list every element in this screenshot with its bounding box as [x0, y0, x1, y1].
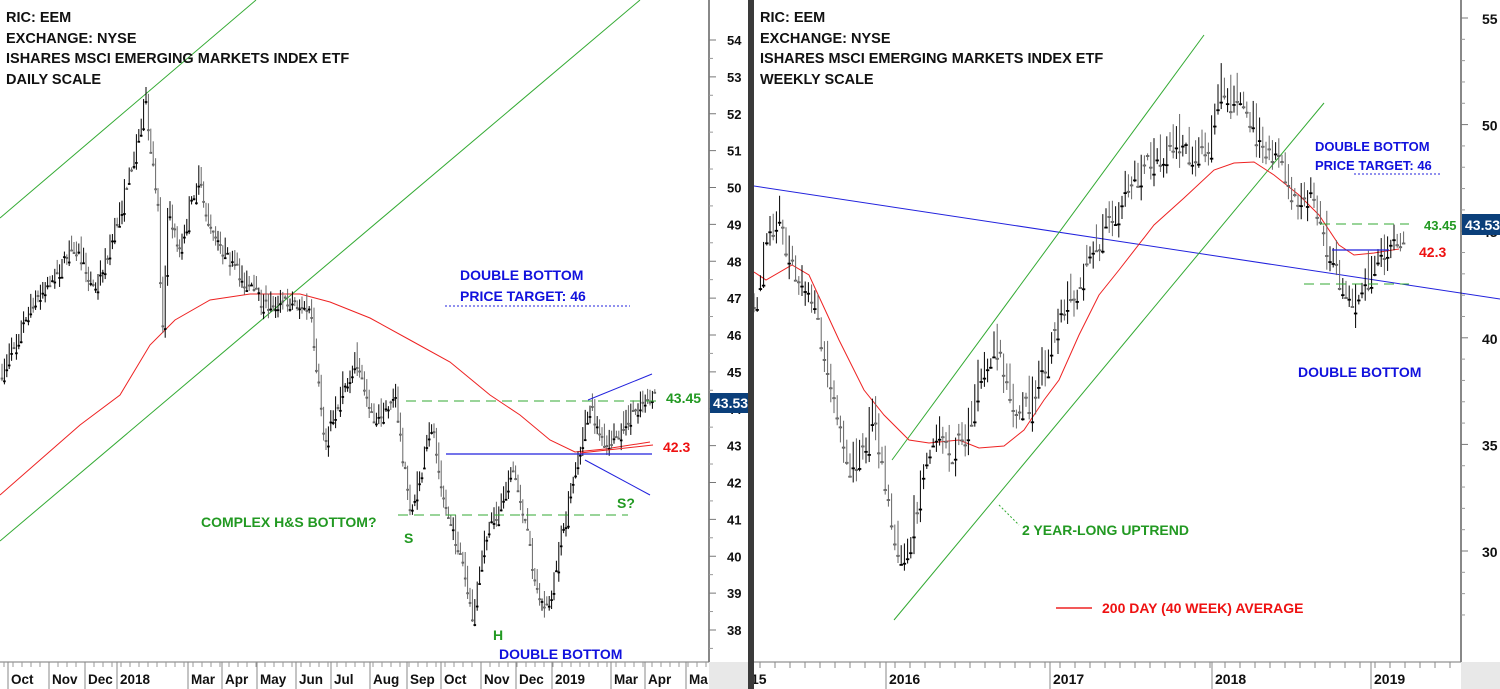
svg-text:Apr: Apr: [648, 672, 672, 687]
head-label: H: [493, 627, 503, 643]
axis-corner: [1461, 662, 1500, 689]
level-upper-label: 43.45: [666, 390, 701, 406]
pattern-label: COMPLEX H&S BOTTOM?: [201, 514, 377, 530]
svg-text:2018: 2018: [1215, 671, 1246, 687]
svg-text:40: 40: [1482, 331, 1498, 347]
svg-text:2018: 2018: [120, 672, 151, 687]
daily-trendlines: [0, 0, 651, 542]
scale-label: WEEKLY SCALE: [760, 71, 874, 88]
svg-text:51: 51: [727, 144, 741, 159]
weekly-levels: [1304, 173, 1441, 285]
svg-text:Nov: Nov: [484, 672, 510, 687]
svg-text:39: 39: [727, 586, 741, 601]
target-title: DOUBLE BOTTOM: [460, 267, 583, 283]
svg-text:35: 35: [1482, 437, 1498, 453]
svg-text:200 DAY (40 WEEK) AVERAGE: 200 DAY (40 WEEK) AVERAGE: [1102, 600, 1304, 616]
axis-corner: [709, 662, 748, 689]
svg-text:50: 50: [1482, 118, 1498, 134]
exchange-label: EXCHANGE: NYSE: [760, 30, 891, 47]
daily-candles: [0, 86, 657, 627]
ric-label: RIC: EEM: [6, 10, 72, 26]
svg-text:50: 50: [727, 181, 741, 196]
svg-text:Nov: Nov: [52, 672, 78, 687]
level-upper-label: 43.45: [1424, 218, 1457, 233]
svg-text:46: 46: [727, 328, 741, 343]
svg-text:38: 38: [727, 623, 741, 638]
exchange-label: EXCHANGE: NYSE: [6, 30, 137, 47]
svg-text:43.53: 43.53: [1465, 217, 1500, 233]
uptrend-label: 2 YEAR-LONG UPTREND: [1022, 522, 1189, 538]
weekly-price-axis[interactable]: 303540455055: [1460, 0, 1498, 662]
weekly-last-price-tag: 43.53: [1462, 214, 1500, 235]
svg-text:Jun: Jun: [299, 672, 323, 687]
svg-text:40: 40: [727, 549, 741, 564]
svg-text:52: 52: [727, 107, 741, 122]
svg-text:Mar: Mar: [614, 672, 639, 687]
daily-price-axis[interactable]: 3839404142434445464748495051525354: [708, 0, 742, 662]
svg-text:2017: 2017: [1053, 671, 1084, 687]
weekly-chart-panel: RIC: EEM EXCHANGE: NYSE ISHARES MSCI EME…: [754, 0, 1500, 689]
instrument-name: ISHARES MSCI EMERGING MARKETS INDEX ETF: [6, 51, 350, 67]
svg-text:Dec: Dec: [519, 672, 544, 687]
svg-text:49: 49: [727, 217, 741, 232]
svg-text:2019: 2019: [555, 672, 585, 687]
target-value: PRICE TARGET: 46: [460, 288, 586, 304]
ric-label: RIC: EEM: [760, 10, 826, 26]
svg-text:Sep: Sep: [410, 672, 435, 687]
daily-time-axis[interactable]: Oct Nov Dec 2018 Mar Apr May Jun Jul Aug Sep Oct Nov…: [0, 661, 709, 689]
svg-text:2016: 2016: [889, 671, 920, 687]
target-title: DOUBLE BOTTOM: [1315, 139, 1430, 154]
svg-text:30: 30: [1482, 544, 1498, 560]
double-bottom-label: DOUBLE BOTTOM: [499, 646, 622, 662]
svg-text:55: 55: [1482, 11, 1498, 27]
svg-text:54: 54: [727, 33, 742, 48]
panel-divider[interactable]: [748, 0, 754, 689]
svg-text:47: 47: [727, 291, 741, 306]
daily-levels: [398, 305, 662, 516]
svg-text:Ma: Ma: [689, 672, 708, 687]
svg-text:43: 43: [727, 439, 741, 454]
svg-text:Oct: Oct: [444, 672, 467, 687]
double-bottom-label: DOUBLE BOTTOM: [1298, 364, 1421, 380]
target-value: PRICE TARGET: 46: [1315, 158, 1432, 173]
weekly-time-axis[interactable]: 15 2016 2017 2018 2019: [754, 661, 1461, 689]
weekly-candles: [754, 63, 1406, 571]
right-shoulder-label: S?: [617, 495, 635, 511]
svg-text:Dec: Dec: [88, 672, 113, 687]
level-ma-label: 42.3: [663, 439, 690, 455]
svg-text:Oct: Oct: [11, 672, 34, 687]
svg-text:48: 48: [727, 254, 741, 269]
svg-text:41: 41: [727, 512, 741, 527]
daily-chart-panel: RIC: EEM EXCHANGE: NYSE ISHARES MSCI EME…: [0, 0, 748, 689]
svg-text:43.53: 43.53: [713, 395, 748, 411]
svg-text:53: 53: [727, 70, 741, 85]
instrument-name: ISHARES MSCI EMERGING MARKETS INDEX ETF: [760, 51, 1104, 67]
svg-text:Aug: Aug: [373, 672, 399, 687]
left-shoulder-label: S: [404, 530, 413, 546]
weekly-trendlines: [754, 34, 1500, 621]
svg-text:Mar: Mar: [191, 672, 216, 687]
svg-text:2019: 2019: [1374, 671, 1405, 687]
svg-text:May: May: [260, 672, 287, 687]
level-ma-label: 42.3: [1419, 244, 1446, 260]
svg-text:Apr: Apr: [225, 672, 249, 687]
weekly-chart-header: RIC: EEM EXCHANGE: NYSE ISHARES MSCI EME…: [760, 8, 1103, 90]
daily-last-price-tag: 43.53: [710, 393, 748, 413]
ma-legend: 200 DAY (40 WEEK) AVERAGE: [1056, 600, 1304, 616]
svg-text:15: 15: [754, 671, 767, 687]
svg-text:42: 42: [727, 476, 741, 491]
daily-chart-header: RIC: EEM EXCHANGE: NYSE ISHARES MSCI EME…: [6, 8, 349, 90]
svg-text:45: 45: [727, 365, 741, 380]
daily-price-chart[interactable]: 3839404142434445464748495051525354 OctNo…: [0, 0, 748, 689]
scale-label: DAILY SCALE: [6, 71, 102, 88]
svg-text:Jul: Jul: [334, 672, 354, 687]
